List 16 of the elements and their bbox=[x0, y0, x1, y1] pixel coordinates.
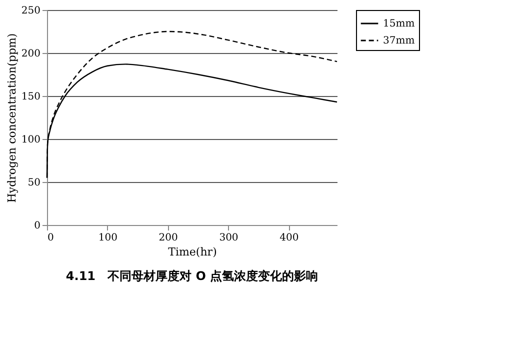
x-tick-label: 400 bbox=[280, 232, 299, 244]
y-axis-title: Hydrogen concentration(ppm) bbox=[5, 33, 18, 203]
y-tick-label: 200 bbox=[21, 48, 40, 60]
x-tick-label: 200 bbox=[158, 232, 178, 244]
y-tick-label: 250 bbox=[21, 6, 40, 16]
legend-label: 37mm bbox=[383, 36, 416, 46]
y-tick-label: 0 bbox=[34, 220, 40, 232]
x-tick-label: 300 bbox=[219, 232, 238, 244]
y-tick-label: 150 bbox=[21, 92, 40, 102]
x-axis-title: Time(hr) bbox=[168, 246, 217, 258]
x-tick-label: 100 bbox=[98, 232, 118, 244]
text: 4.11 不同母材厚度对 O 点氢浓度变化的影响 bbox=[66, 269, 318, 283]
legend-label: 15mm bbox=[383, 18, 416, 30]
x-tick-label: 0 bbox=[48, 232, 54, 244]
y-tick-label: 100 bbox=[21, 134, 40, 146]
y-tick-label: 50 bbox=[28, 178, 40, 188]
